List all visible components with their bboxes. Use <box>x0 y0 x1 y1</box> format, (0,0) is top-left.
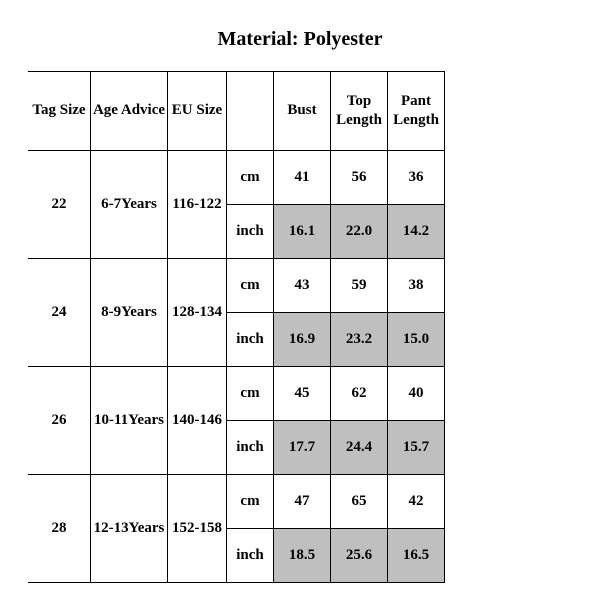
col-header-eu: EU Size <box>168 72 227 151</box>
table-row: 2812-13Years152-158cm476542 <box>28 475 445 529</box>
cell-tag: 22 <box>28 151 91 259</box>
col-header-age: Age Advice <box>91 72 168 151</box>
cell-unit-inch: inch <box>227 205 274 259</box>
table-row: 2610-11Years140-146cm456240 <box>28 367 445 421</box>
cell-bust-cm: 47 <box>274 475 331 529</box>
cell-unit-cm: cm <box>227 367 274 421</box>
cell-unit-inch: inch <box>227 529 274 583</box>
cell-top-inch: 22.0 <box>331 205 388 259</box>
cell-top-inch: 23.2 <box>331 313 388 367</box>
cell-unit-cm: cm <box>227 151 274 205</box>
cell-bust-inch: 16.1 <box>274 205 331 259</box>
cell-eu: 116-122 <box>168 151 227 259</box>
cell-pant-inch: 15.7 <box>388 421 445 475</box>
col-header-unit <box>227 72 274 151</box>
cell-eu: 152-158 <box>168 475 227 583</box>
cell-tag: 26 <box>28 367 91 475</box>
cell-bust-cm: 45 <box>274 367 331 421</box>
cell-tag: 24 <box>28 259 91 367</box>
cell-pant-cm: 38 <box>388 259 445 313</box>
col-header-top: TopLength <box>331 72 388 151</box>
cell-top-inch: 24.4 <box>331 421 388 475</box>
cell-unit-cm: cm <box>227 259 274 313</box>
table-row: 226-7Years116-122cm415636 <box>28 151 445 205</box>
cell-age: 12-13Years <box>91 475 168 583</box>
cell-bust-cm: 41 <box>274 151 331 205</box>
cell-top-inch: 25.6 <box>331 529 388 583</box>
cell-pant-inch: 16.5 <box>388 529 445 583</box>
cell-pant-cm: 40 <box>388 367 445 421</box>
cell-tag: 28 <box>28 475 91 583</box>
cell-pant-inch: 14.2 <box>388 205 445 259</box>
cell-pant-cm: 42 <box>388 475 445 529</box>
cell-bust-inch: 16.9 <box>274 313 331 367</box>
cell-eu: 140-146 <box>168 367 227 475</box>
cell-eu: 128-134 <box>168 259 227 367</box>
cell-age: 8-9Years <box>91 259 168 367</box>
header-row: Tag Size Age Advice EU Size Bust TopLeng… <box>28 72 445 151</box>
cell-unit-cm: cm <box>227 475 274 529</box>
cell-top-cm: 56 <box>331 151 388 205</box>
cell-bust-inch: 17.7 <box>274 421 331 475</box>
cell-top-cm: 65 <box>331 475 388 529</box>
cell-top-cm: 62 <box>331 367 388 421</box>
table-body: 226-7Years116-122cm415636inch16.122.014.… <box>28 151 445 583</box>
page-title: Material: Polyester <box>0 0 600 71</box>
cell-bust-inch: 18.5 <box>274 529 331 583</box>
col-header-tag: Tag Size <box>28 72 91 151</box>
cell-top-cm: 59 <box>331 259 388 313</box>
table-row: 248-9Years128-134cm435938 <box>28 259 445 313</box>
cell-pant-inch: 15.0 <box>388 313 445 367</box>
size-chart-table: Tag Size Age Advice EU Size Bust TopLeng… <box>28 71 445 583</box>
cell-unit-inch: inch <box>227 421 274 475</box>
cell-pant-cm: 36 <box>388 151 445 205</box>
cell-bust-cm: 43 <box>274 259 331 313</box>
cell-age: 6-7Years <box>91 151 168 259</box>
cell-age: 10-11Years <box>91 367 168 475</box>
cell-unit-inch: inch <box>227 313 274 367</box>
col-header-bust: Bust <box>274 72 331 151</box>
col-header-pant: PantLength <box>388 72 445 151</box>
